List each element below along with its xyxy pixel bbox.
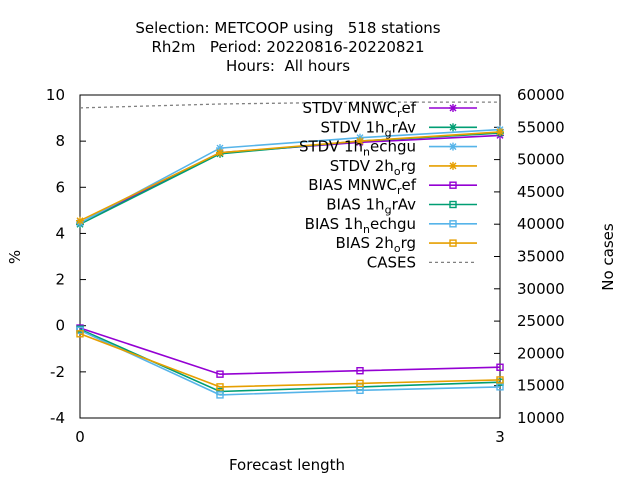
legend-label-9: CASES: [367, 253, 416, 271]
y2-tick-label: 50000: [517, 151, 565, 169]
y2-tick-label: 10000: [517, 409, 565, 427]
data-point: [496, 363, 504, 371]
data-point-stroke: [216, 149, 224, 157]
y2-tick-label: 30000: [517, 280, 565, 298]
data-point-stroke: [449, 104, 457, 112]
data-point: [216, 391, 224, 399]
data-point: [449, 239, 457, 247]
y2-tick-label: 45000: [517, 183, 565, 201]
axes: -4-2024681010000150002000025000300003500…: [46, 86, 565, 446]
legend-label-5: BIAS MNWCref: [308, 176, 416, 197]
data-point: [449, 161, 457, 170]
data-point: [496, 376, 504, 384]
data-point: [216, 148, 224, 157]
series-layer: [76, 101, 504, 399]
y2-tick-label: 60000: [517, 86, 565, 104]
legend-label-3: STDV 1hnechgu: [299, 138, 416, 159]
y2-tick-label: 55000: [517, 118, 565, 136]
data-point: [76, 216, 84, 225]
x-axis-label: Forecast length: [229, 456, 345, 474]
data-point: [356, 367, 364, 375]
y-tick-label: 4: [55, 224, 65, 242]
data-point-stroke: [356, 137, 364, 145]
y-tick-label: -4: [50, 409, 65, 427]
y2-tick-label: 20000: [517, 344, 565, 362]
data-point: [356, 379, 364, 388]
data-point: [449, 181, 457, 189]
data-point-stroke: [449, 143, 457, 151]
data-point-stroke: [449, 162, 457, 170]
data-point: [449, 123, 457, 132]
chart-title-line-3: Hours: All hours: [226, 57, 350, 75]
data-point: [216, 383, 224, 391]
data-point-stroke: [449, 123, 457, 131]
y-tick-label: 0: [55, 317, 65, 335]
y2-tick-label: 35000: [517, 248, 565, 266]
y2-axis-label: No cases: [599, 223, 617, 291]
data-point: [216, 370, 224, 378]
data-point: [356, 137, 364, 146]
data-point: [449, 200, 457, 209]
data-point: [449, 220, 457, 228]
x-tick-label: 0: [75, 428, 85, 446]
chart-title-line-2: Rh2m Period: 20220816-20220821: [151, 38, 424, 56]
legend-label-6: BIAS 1hgrAv: [326, 196, 416, 217]
y-axis-label: %: [6, 250, 24, 264]
y2-tick-label: 15000: [517, 377, 565, 395]
data-point-stroke: [76, 217, 84, 225]
y-tick-label: 2: [55, 271, 65, 289]
legend-label-2: STDV 1hgrAv: [321, 118, 417, 139]
y2-tick-label: 40000: [517, 215, 565, 233]
series-line-3: [79, 128, 501, 224]
series-line-8: [79, 333, 501, 388]
y2-tick-label: 25000: [517, 312, 565, 330]
legend-label-8: BIAS 2horg: [336, 234, 417, 255]
chart-title-line-1: Selection: METCOOP using 518 stations: [135, 19, 440, 37]
y-tick-label: 8: [55, 132, 65, 150]
y-tick-label: 10: [46, 86, 65, 104]
y-tick-label: -2: [50, 363, 65, 381]
data-point: [76, 330, 84, 338]
y-tick-label: 6: [55, 178, 65, 196]
data-point: [496, 383, 504, 391]
series-line-9: [79, 101, 500, 109]
data-point: [356, 386, 364, 395]
data-point: [449, 142, 457, 151]
legend-label-1: STDV MNWCref: [302, 99, 416, 120]
series-line-4: [79, 131, 501, 222]
series-line-1: [79, 134, 501, 224]
data-point: [449, 104, 457, 112]
x-tick-label: 3: [495, 428, 505, 446]
data-point: [496, 127, 504, 136]
series-line-5: [79, 327, 501, 376]
series-line-7: [79, 329, 501, 396]
legend-label-7: BIAS 1hnechgu: [305, 215, 416, 236]
data-point-stroke: [496, 128, 504, 136]
legend-label-4: STDV 2horg: [330, 157, 416, 178]
